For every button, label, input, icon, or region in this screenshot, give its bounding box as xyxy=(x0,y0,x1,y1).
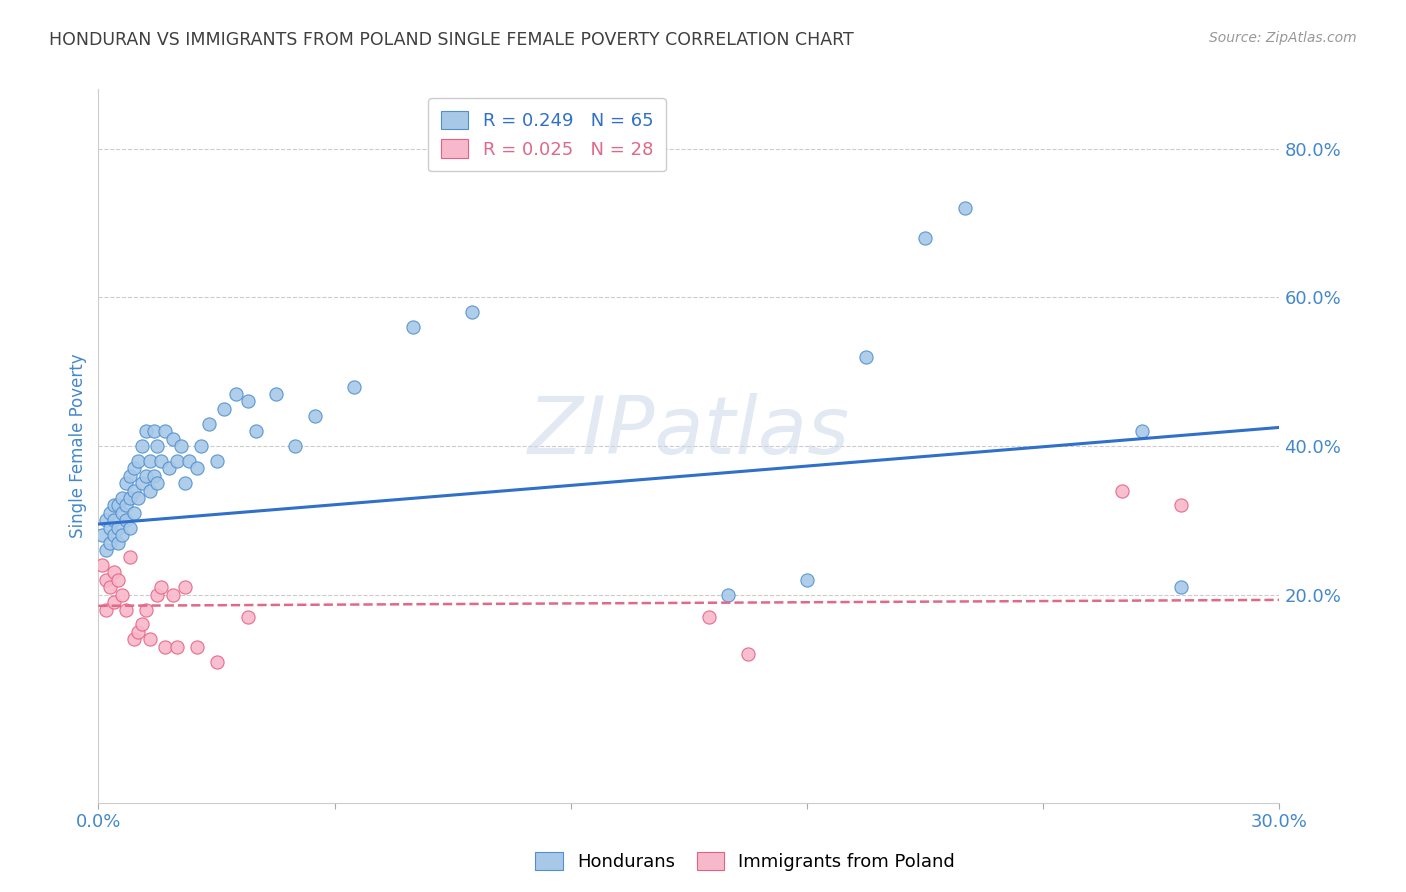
Point xyxy=(186,640,208,654)
Point xyxy=(98,521,121,535)
Point xyxy=(914,231,936,245)
Point xyxy=(135,468,157,483)
Point xyxy=(103,499,125,513)
Point xyxy=(1130,424,1153,438)
Point xyxy=(138,454,160,468)
Point xyxy=(150,580,173,594)
Point xyxy=(98,535,121,549)
Text: HONDURAN VS IMMIGRANTS FROM POLAND SINGLE FEMALE POVERTY CORRELATION CHART: HONDURAN VS IMMIGRANTS FROM POLAND SINGL… xyxy=(49,31,853,49)
Point xyxy=(284,439,307,453)
Point xyxy=(236,610,259,624)
Point xyxy=(190,439,212,453)
Point xyxy=(91,528,114,542)
Point xyxy=(96,602,118,616)
Point xyxy=(197,417,219,431)
Point xyxy=(135,602,157,616)
Point xyxy=(135,424,157,438)
Point xyxy=(155,640,177,654)
Point xyxy=(91,558,114,572)
Point xyxy=(214,401,236,416)
Point xyxy=(107,573,129,587)
Point xyxy=(855,350,877,364)
Point xyxy=(174,476,197,491)
Point xyxy=(115,602,138,616)
Legend: Hondurans, Immigrants from Poland: Hondurans, Immigrants from Poland xyxy=(529,845,962,879)
Point xyxy=(131,617,153,632)
Point xyxy=(162,432,184,446)
Point xyxy=(111,588,134,602)
Point xyxy=(96,513,118,527)
Point xyxy=(122,461,145,475)
Point xyxy=(245,424,267,438)
Point xyxy=(138,483,160,498)
Point xyxy=(115,499,138,513)
Point xyxy=(236,394,259,409)
Point xyxy=(166,640,188,654)
Point xyxy=(138,632,160,647)
Point xyxy=(146,588,169,602)
Point xyxy=(96,543,118,558)
Point xyxy=(131,476,153,491)
Point xyxy=(98,580,121,594)
Point xyxy=(205,655,228,669)
Point xyxy=(146,439,169,453)
Point xyxy=(122,506,145,520)
Point xyxy=(122,483,145,498)
Point xyxy=(111,491,134,505)
Point xyxy=(155,424,177,438)
Point xyxy=(142,424,165,438)
Point xyxy=(174,580,197,594)
Point xyxy=(157,461,180,475)
Point xyxy=(115,476,138,491)
Text: Source: ZipAtlas.com: Source: ZipAtlas.com xyxy=(1209,31,1357,45)
Point xyxy=(131,439,153,453)
Point xyxy=(402,320,425,334)
Point xyxy=(717,588,740,602)
Point xyxy=(118,491,141,505)
Point xyxy=(146,476,169,491)
Point xyxy=(96,573,118,587)
Point xyxy=(98,506,121,520)
Point xyxy=(127,624,149,639)
Point xyxy=(122,632,145,647)
Point xyxy=(166,454,188,468)
Point xyxy=(111,528,134,542)
Point xyxy=(107,521,129,535)
Point xyxy=(118,550,141,565)
Point xyxy=(127,491,149,505)
Point xyxy=(177,454,200,468)
Point xyxy=(103,528,125,542)
Point xyxy=(225,387,247,401)
Point xyxy=(107,535,129,549)
Point xyxy=(953,201,976,215)
Point xyxy=(150,454,173,468)
Point xyxy=(697,610,720,624)
Point xyxy=(103,566,125,580)
Point xyxy=(103,513,125,527)
Point xyxy=(737,647,759,661)
Point xyxy=(796,573,818,587)
Point xyxy=(118,468,141,483)
Point xyxy=(264,387,287,401)
Point xyxy=(162,588,184,602)
Y-axis label: Single Female Poverty: Single Female Poverty xyxy=(69,354,87,538)
Point xyxy=(343,379,366,393)
Point xyxy=(107,499,129,513)
Point xyxy=(1111,483,1133,498)
Point xyxy=(170,439,193,453)
Legend: R = 0.249   N = 65, R = 0.025   N = 28: R = 0.249 N = 65, R = 0.025 N = 28 xyxy=(429,98,666,171)
Point xyxy=(103,595,125,609)
Point xyxy=(461,305,484,319)
Text: ZIPatlas: ZIPatlas xyxy=(527,392,851,471)
Point xyxy=(142,468,165,483)
Point xyxy=(118,521,141,535)
Point xyxy=(115,513,138,527)
Point xyxy=(186,461,208,475)
Point xyxy=(205,454,228,468)
Point xyxy=(127,454,149,468)
Point xyxy=(1170,499,1192,513)
Point xyxy=(1170,580,1192,594)
Point xyxy=(111,506,134,520)
Point xyxy=(304,409,326,424)
